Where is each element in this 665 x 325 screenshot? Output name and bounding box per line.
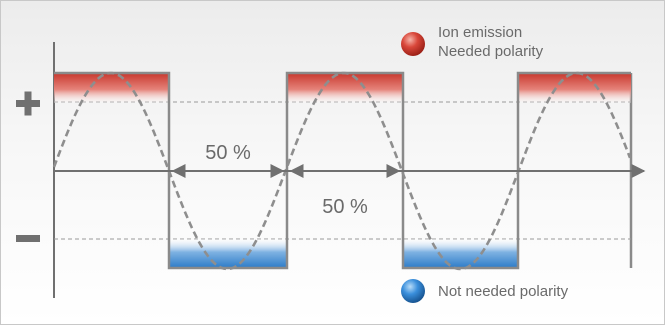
duty-label-upper: 50 %	[205, 142, 251, 164]
plus-sign-icon	[16, 91, 40, 116]
legend-not-needed-polarity: Not needed polarity	[401, 279, 569, 303]
blue-ball-icon	[401, 279, 425, 303]
negative-band-1	[169, 239, 287, 268]
legend-needed-polarity: Ion emission Needed polarity	[401, 24, 544, 60]
sine-wave	[52, 71, 632, 271]
minus-sign-icon	[16, 235, 40, 242]
positive-band-3	[518, 73, 631, 103]
legend-not-needed-polarity-label: Not needed polarity	[438, 283, 569, 300]
positive-band-2	[287, 73, 403, 103]
red-ball-icon	[401, 32, 425, 56]
legend-ion-emission-label: Ion emission	[438, 24, 522, 41]
negative-band-2	[403, 239, 518, 268]
positive-band-1	[54, 73, 169, 103]
duty-label-lower: 50 %	[322, 196, 368, 218]
legend-needed-polarity-label: Needed polarity	[438, 43, 544, 60]
